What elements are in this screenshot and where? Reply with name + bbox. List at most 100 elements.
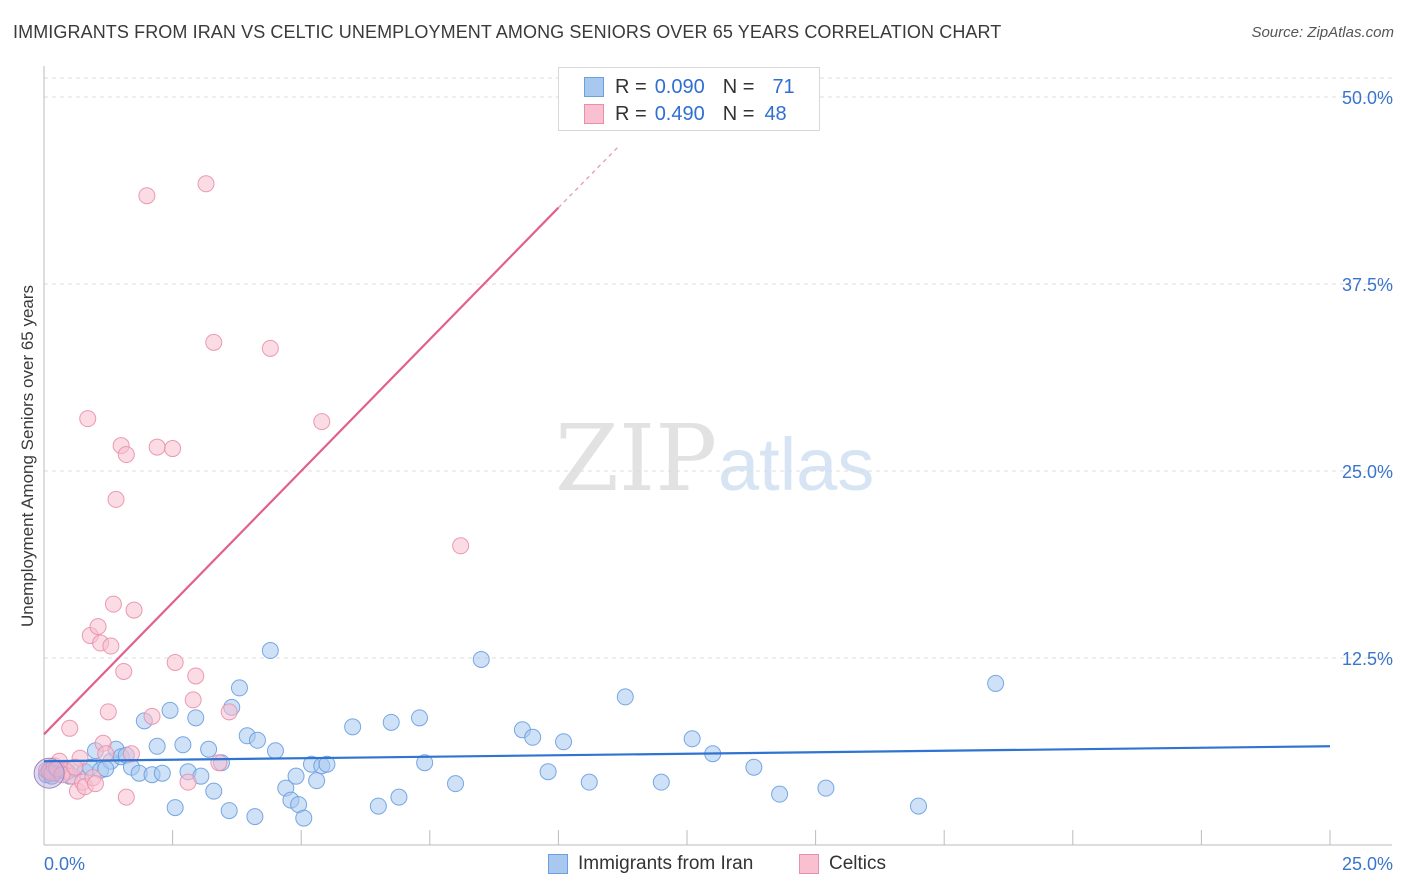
point-celtics bbox=[187, 667, 205, 685]
point-iran bbox=[148, 737, 166, 755]
point-celtics bbox=[125, 601, 143, 619]
trend-line-celtics-extension bbox=[557, 144, 621, 209]
tick-labels: 12.5% 25.0% 37.5% 50.0% 0.0% 25.0% bbox=[44, 88, 1393, 874]
point-iran bbox=[555, 733, 573, 751]
trend-line-celtics bbox=[43, 206, 560, 736]
x-tick-label: 25.0% bbox=[1342, 854, 1393, 874]
legend-n-value: 48 bbox=[764, 102, 787, 125]
legend-swatch-celtics bbox=[799, 854, 819, 874]
y-tick-label: 25.0% bbox=[1342, 462, 1393, 482]
point-celtics bbox=[122, 745, 140, 763]
y-tick-label: 12.5% bbox=[1342, 649, 1393, 669]
point-iran bbox=[187, 709, 205, 727]
point-iran bbox=[652, 773, 670, 791]
point-celtics bbox=[61, 719, 79, 737]
point-celtics bbox=[166, 653, 184, 671]
point-iran bbox=[524, 728, 542, 746]
point-celtics bbox=[210, 754, 228, 772]
point-celtics bbox=[164, 440, 182, 458]
legend-n-label: N = bbox=[722, 102, 755, 125]
legend-r-label: R = bbox=[615, 102, 647, 125]
point-celtics bbox=[104, 595, 122, 613]
legend-swatch-iran bbox=[584, 77, 604, 97]
point-iran bbox=[205, 782, 223, 800]
point-celtics bbox=[220, 703, 238, 721]
point-iran bbox=[369, 797, 387, 815]
point-iran bbox=[539, 763, 557, 781]
data-points bbox=[33, 175, 1005, 827]
watermark-zip: ZIP bbox=[555, 405, 717, 512]
point-iran bbox=[472, 650, 490, 668]
point-iran bbox=[771, 785, 789, 803]
point-iran bbox=[287, 767, 305, 785]
legend-swatch-celtics bbox=[584, 104, 604, 124]
point-iran bbox=[230, 679, 248, 697]
point-celtics bbox=[261, 339, 279, 357]
point-iran bbox=[166, 799, 184, 817]
axes bbox=[43, 66, 1392, 846]
legend-item-iran: Immigrants from Iran bbox=[548, 852, 753, 876]
point-celtics bbox=[138, 187, 156, 205]
point-celtics bbox=[205, 333, 223, 351]
chart-title: IMMIGRANTS FROM IRAN VS CELTIC UNEMPLOYM… bbox=[13, 22, 1002, 42]
point-celtics bbox=[148, 438, 166, 456]
legend-n-value: 71 bbox=[772, 75, 795, 98]
legend-label-iran: Immigrants from Iran bbox=[578, 853, 754, 874]
point-iran bbox=[266, 742, 284, 760]
point-iran bbox=[382, 713, 400, 731]
point-iran bbox=[411, 709, 429, 727]
legend-n-label: N = bbox=[722, 75, 755, 98]
legend-r-label: R = bbox=[615, 75, 647, 98]
point-iran bbox=[580, 773, 598, 791]
point-celtics bbox=[197, 175, 215, 193]
point-celtics bbox=[313, 413, 331, 431]
legend-item-celtics: Celtics bbox=[799, 852, 886, 876]
legend-row-celtics: R = 0.490 N = 48 bbox=[584, 102, 787, 126]
point-celtics bbox=[143, 707, 161, 725]
point-iran bbox=[200, 740, 218, 758]
watermark: ZIP atlas bbox=[555, 405, 874, 512]
source-label: Source: ZipAtlas.com bbox=[1251, 24, 1394, 41]
point-iran bbox=[220, 802, 238, 820]
point-iran bbox=[987, 674, 1005, 692]
point-celtics bbox=[97, 745, 115, 763]
point-celtics bbox=[86, 775, 104, 793]
point-iran bbox=[308, 772, 326, 790]
legend-row-iran: R = 0.090 N = 71 bbox=[584, 75, 795, 99]
point-celtics bbox=[89, 618, 107, 636]
point-celtics bbox=[184, 691, 202, 709]
point-cluster bbox=[33, 757, 65, 789]
legend-swatch-iran bbox=[548, 854, 568, 874]
point-celtics bbox=[179, 773, 197, 791]
point-iran bbox=[909, 797, 927, 815]
y-axis-label: Unemployment Among Seniors over 65 years bbox=[18, 284, 37, 628]
legend-r-value: 0.490 bbox=[654, 102, 705, 125]
point-celtics bbox=[117, 446, 135, 464]
y-tick-label: 50.0% bbox=[1342, 88, 1393, 108]
point-celtics bbox=[53, 766, 71, 784]
point-iran bbox=[318, 755, 336, 773]
point-celtics bbox=[66, 758, 84, 776]
point-iran bbox=[817, 779, 835, 797]
point-iran bbox=[416, 754, 434, 772]
legend-label-celtics: Celtics bbox=[829, 853, 887, 874]
point-iran bbox=[246, 808, 264, 826]
point-celtics bbox=[107, 490, 125, 508]
trend-lines bbox=[43, 144, 1331, 763]
watermark-atlas: atlas bbox=[718, 423, 874, 506]
point-iran bbox=[248, 731, 266, 749]
point-iran bbox=[447, 775, 465, 793]
point-iran bbox=[295, 809, 313, 827]
point-iran bbox=[174, 736, 192, 754]
y-tick-label: 37.5% bbox=[1342, 275, 1393, 295]
point-iran bbox=[390, 788, 408, 806]
point-celtics bbox=[99, 703, 117, 721]
point-iran bbox=[683, 730, 701, 748]
point-celtics bbox=[452, 537, 470, 555]
legend-r-value: 0.090 bbox=[654, 75, 705, 98]
grid-lines bbox=[44, 77, 1392, 659]
point-celtics bbox=[115, 662, 133, 680]
legend-stats: R = 0.090 N = 71 R = 0.490 N = 48 bbox=[558, 67, 820, 131]
point-celtics bbox=[117, 788, 135, 806]
